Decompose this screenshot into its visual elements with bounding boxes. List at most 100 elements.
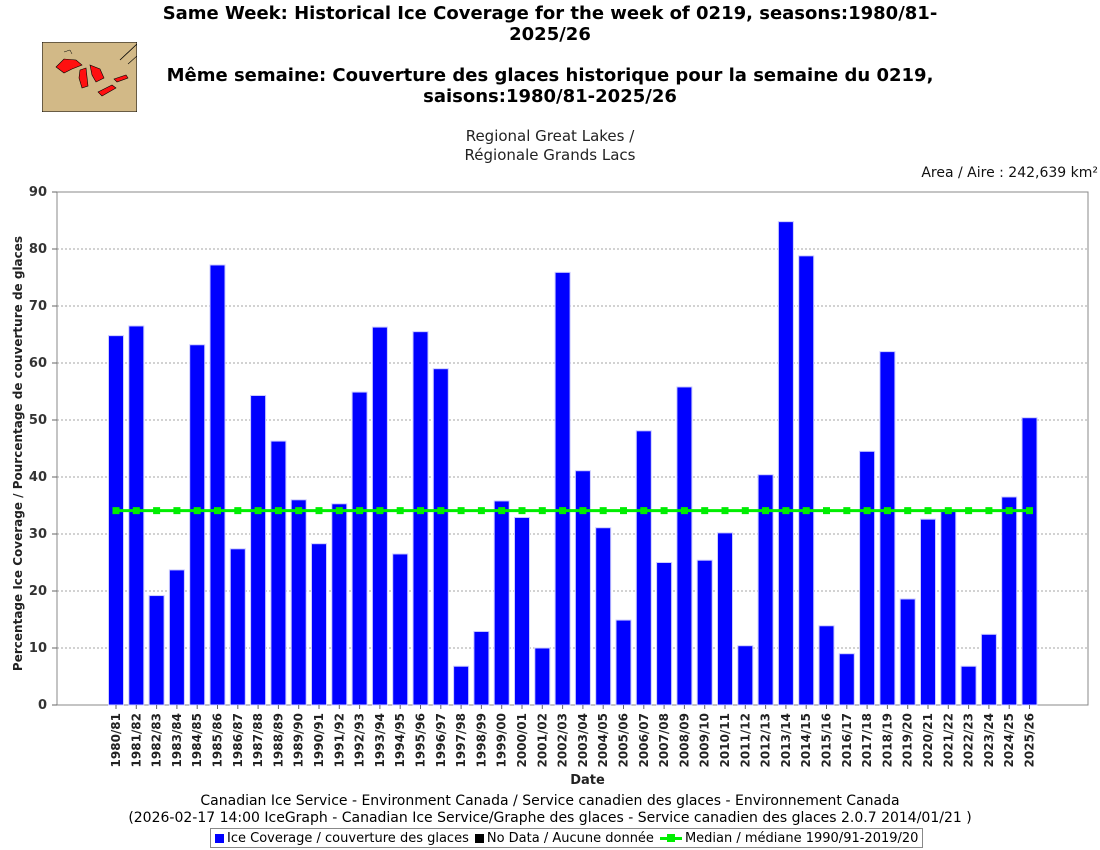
median-marker bbox=[193, 507, 201, 515]
x-tick-label: 1987/88 bbox=[251, 713, 265, 767]
bar bbox=[615, 619, 632, 706]
x-tick-label: 1981/82 bbox=[129, 713, 143, 767]
bar bbox=[595, 527, 612, 706]
x-axis-label: Date bbox=[570, 773, 605, 788]
y-tick-label: 40 bbox=[29, 470, 47, 485]
median-marker bbox=[153, 507, 161, 515]
chart-subtitle: Regional Great Lakes / Régionale Grands … bbox=[300, 127, 800, 165]
x-tick-label: 1989/90 bbox=[292, 713, 306, 767]
x-tick-label: 1994/95 bbox=[393, 713, 407, 767]
bar bbox=[1021, 417, 1038, 706]
x-tick-label: 1991/92 bbox=[332, 713, 346, 767]
great-lakes-map-icon bbox=[42, 42, 137, 112]
bar bbox=[554, 271, 571, 706]
x-tick-label: 2006/07 bbox=[637, 713, 651, 767]
x-tick-label: 2025/26 bbox=[1023, 713, 1037, 767]
median-marker bbox=[924, 507, 932, 515]
median-marker bbox=[863, 507, 871, 515]
x-tick-label: 2013/14 bbox=[779, 713, 793, 767]
footer-version: (2026-02-17 14:00 IceGraph - Canadian Ic… bbox=[128, 810, 972, 826]
bar bbox=[168, 569, 185, 706]
x-tick-label: 2012/13 bbox=[759, 713, 773, 767]
bar bbox=[1001, 496, 1018, 706]
y-tick-label: 30 bbox=[29, 527, 47, 542]
bar bbox=[392, 553, 409, 706]
median-marker bbox=[843, 507, 851, 515]
bar bbox=[229, 548, 246, 706]
legend-item-nodata: No Data / Aucune donnée bbox=[474, 831, 654, 846]
median-marker bbox=[965, 507, 973, 515]
bar bbox=[980, 633, 997, 706]
x-tick-label: 2021/22 bbox=[941, 713, 955, 767]
legend-item-median: Median / médiane 1990/91-2019/20 bbox=[659, 830, 919, 846]
bar bbox=[940, 510, 957, 706]
bar bbox=[656, 562, 673, 706]
x-tick-label: 2004/05 bbox=[596, 713, 610, 767]
median-marker bbox=[1005, 507, 1013, 515]
bar bbox=[859, 450, 876, 706]
bar bbox=[920, 518, 936, 706]
x-tick-label: 2016/17 bbox=[840, 713, 854, 767]
x-tick-label: 2010/11 bbox=[718, 713, 732, 767]
median-marker bbox=[214, 507, 221, 515]
median-marker bbox=[477, 507, 485, 515]
median-marker bbox=[741, 507, 749, 515]
median-marker bbox=[112, 507, 120, 515]
x-tick-label: 1995/96 bbox=[414, 713, 428, 767]
bar bbox=[148, 595, 165, 706]
bar bbox=[290, 499, 307, 706]
median-marker bbox=[315, 507, 323, 515]
median-marker bbox=[457, 507, 465, 515]
bar bbox=[128, 325, 145, 706]
median-marker bbox=[335, 507, 343, 515]
median-marker bbox=[295, 507, 303, 515]
median-marker bbox=[234, 507, 242, 515]
bar bbox=[514, 516, 530, 706]
median-marker bbox=[437, 507, 445, 515]
bar bbox=[798, 255, 815, 706]
x-tick-label: 2001/02 bbox=[535, 713, 549, 767]
median-marker bbox=[680, 507, 688, 515]
legend-item-ice: Ice Coverage / couverture des glaces bbox=[215, 831, 469, 846]
bar bbox=[676, 386, 693, 706]
x-tick-label: 1985/86 bbox=[211, 713, 225, 767]
x-tick-label: 2020/21 bbox=[921, 713, 935, 767]
x-tick-label: 2005/06 bbox=[617, 713, 631, 767]
median-marker bbox=[356, 507, 364, 515]
median-marker bbox=[132, 507, 140, 515]
x-tick-label: 1997/98 bbox=[454, 713, 468, 767]
footer-source: Canadian Ice Service - Environment Canad… bbox=[200, 793, 900, 809]
median-marker bbox=[274, 507, 282, 515]
bar bbox=[250, 394, 267, 706]
bar bbox=[635, 430, 652, 706]
median-marker bbox=[640, 507, 648, 515]
median-marker bbox=[518, 507, 526, 515]
median-marker bbox=[173, 507, 181, 515]
legend-swatch-median bbox=[659, 833, 682, 843]
bar bbox=[838, 653, 855, 706]
y-axis-label: Percentage Ice Coverage / Pourcentage de… bbox=[11, 236, 25, 671]
median-marker bbox=[417, 507, 424, 515]
legend-label-ice: Ice Coverage / couverture des glaces bbox=[227, 830, 469, 846]
bar bbox=[818, 625, 835, 706]
median-marker bbox=[985, 507, 993, 515]
median-marker bbox=[904, 507, 912, 515]
x-tick-label: 1988/89 bbox=[271, 713, 285, 767]
x-tick-label: 2022/23 bbox=[962, 713, 976, 767]
y-tick-label: 0 bbox=[38, 698, 47, 713]
median-marker bbox=[1026, 507, 1033, 515]
bar bbox=[453, 665, 470, 706]
median-marker bbox=[721, 507, 729, 515]
bar bbox=[737, 645, 754, 706]
x-tick-label: 2000/01 bbox=[515, 713, 529, 767]
bar bbox=[696, 559, 713, 706]
bar bbox=[534, 647, 551, 706]
area-label: Area / Aire : 242,639 km² bbox=[921, 165, 1098, 181]
legend-label-median: Median / médiane 1990/91-2019/20 bbox=[684, 830, 919, 846]
x-tick-label: 1998/99 bbox=[474, 713, 488, 767]
median-marker bbox=[396, 507, 404, 515]
chart-title-french: Même semaine: Couverture des glaces hist… bbox=[166, 65, 934, 107]
bar bbox=[777, 221, 794, 706]
bar bbox=[493, 500, 510, 706]
x-tick-label: 2011/12 bbox=[738, 713, 752, 767]
